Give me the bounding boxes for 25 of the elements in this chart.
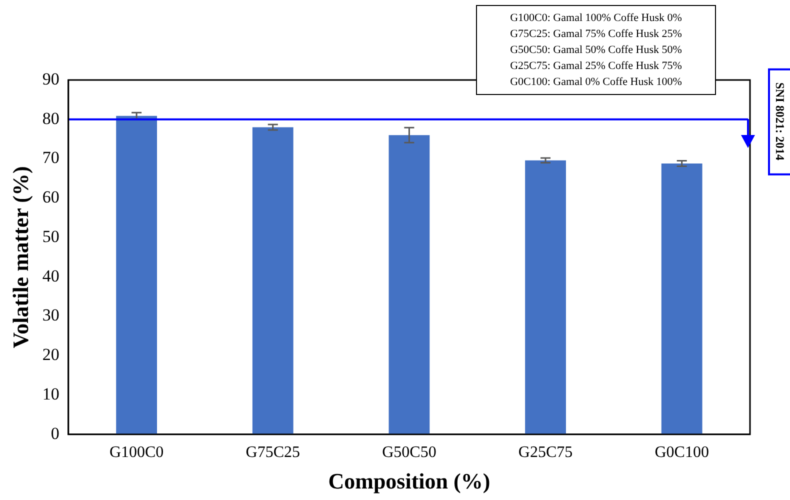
note-box: G100C0: Gamal 100% Coffe Husk 0% G75C25: Gamal 75% Coffe Husk 25% G50C50: Gamal 50% Coffe Husk 50% G25C75: Gamal 25% Coffe Husk 75% G0C100: Gamal 0% Coffe Husk 100% bbox=[476, 5, 716, 95]
y-tick-label: 50 bbox=[42, 226, 60, 246]
y-tick-label: 60 bbox=[42, 188, 60, 207]
y-tick-label: 10 bbox=[42, 384, 60, 404]
x-tick-label: G75C25 bbox=[246, 444, 300, 462]
bar bbox=[116, 116, 158, 434]
x-tick-label: G25C75 bbox=[518, 444, 573, 462]
y-tick-label: 40 bbox=[42, 266, 60, 286]
x-tick-label: G50C50 bbox=[382, 444, 436, 462]
x-tick-label: G0C100 bbox=[654, 444, 709, 462]
x-tick-label: G100C0 bbox=[109, 444, 164, 462]
bar bbox=[525, 160, 566, 434]
x-axis-title: Composition (%) bbox=[328, 468, 490, 494]
y-tick-label: 90 bbox=[42, 69, 60, 88]
y-tick-label: 0 bbox=[50, 424, 60, 443]
y-tick-label: 30 bbox=[42, 306, 60, 325]
annotation: G0C100: Gamal 0% Coffe Husk 100% bbox=[509, 75, 683, 90]
bar bbox=[661, 163, 702, 434]
bar bbox=[252, 127, 294, 434]
y-tick-label: 70 bbox=[42, 148, 60, 168]
y-tick-label: 80 bbox=[42, 108, 60, 128]
text: SNI 8021: 2014 bbox=[772, 82, 787, 160]
y-axis-title: Volatile matter (%) bbox=[8, 166, 33, 348]
y-tick-label: 20 bbox=[42, 345, 60, 364]
bar bbox=[388, 135, 430, 434]
